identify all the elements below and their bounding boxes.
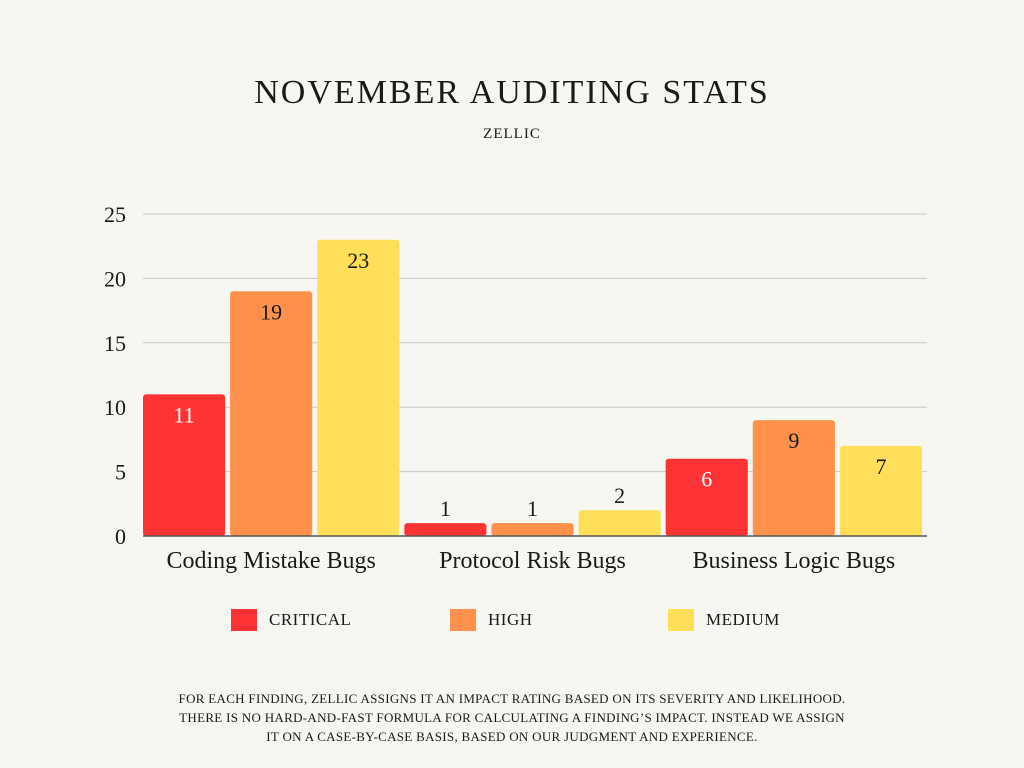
footnote-line: THERE IS NO HARD-AND-FAST FORMULA FOR CA… [179, 710, 845, 725]
legend-label-high: HIGH [488, 610, 533, 629]
bar-value-label: 9 [788, 428, 799, 453]
bar-critical [404, 523, 487, 536]
bar-high [230, 291, 313, 536]
y-tick-label: 15 [104, 331, 126, 356]
bar-medium [578, 510, 661, 536]
footnote-line: IT ON A CASE-BY-CASE BASIS, BASED ON OUR… [266, 729, 758, 744]
bar-value-label: 1 [440, 496, 451, 521]
legend-item-high: HIGH [450, 609, 533, 631]
bar-value-label: 23 [347, 248, 369, 273]
bar-value-label: 6 [701, 467, 712, 492]
bar-value-label: 11 [173, 402, 194, 427]
bar-critical [665, 458, 748, 536]
bar-high [752, 420, 835, 536]
chart-subtitle: ZELLIC [483, 126, 541, 142]
bar-medium [317, 239, 400, 536]
legend-swatch-high [450, 609, 476, 631]
chart-title: NOVEMBER AUDITING STATS [254, 74, 770, 111]
x-category-label: Protocol Risk Bugs [439, 548, 626, 574]
legend-swatch-medium [668, 609, 694, 631]
bar-medium [839, 445, 922, 536]
y-tick-label: 10 [104, 395, 126, 420]
legend-item-medium: MEDIUM [668, 609, 780, 631]
legend-swatch-critical [231, 609, 257, 631]
x-category-label: Business Logic Bugs [692, 548, 895, 574]
bar-high [491, 523, 574, 536]
legend-label-medium: MEDIUM [706, 610, 780, 629]
bar-critical [143, 394, 226, 536]
y-tick-label: 5 [115, 460, 126, 485]
y-tick-label: 0 [115, 524, 126, 549]
legend-item-critical: CRITICAL [231, 609, 351, 631]
bar-value-label: 1 [527, 496, 538, 521]
x-category-label: Coding Mistake Bugs [166, 548, 375, 574]
y-tick-label: 25 [104, 202, 126, 227]
bar-value-label: 7 [875, 454, 886, 479]
bar-value-label: 19 [260, 299, 282, 324]
footnote: FOR EACH FINDING, ZELLIC ASSIGNS IT AN I… [112, 689, 912, 746]
y-tick-label: 20 [104, 266, 126, 291]
footnote-line: FOR EACH FINDING, ZELLIC ASSIGNS IT AN I… [178, 691, 846, 706]
legend-label-critical: CRITICAL [269, 610, 352, 629]
bar-value-label: 2 [614, 483, 625, 508]
